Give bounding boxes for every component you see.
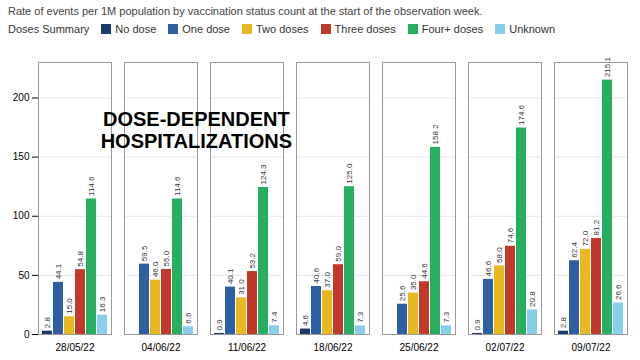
- svg-text:72.0: 72.0: [581, 230, 590, 246]
- svg-text:28/05/22: 28/05/22: [56, 342, 95, 353]
- svg-text:50: 50: [18, 270, 30, 281]
- svg-text:200: 200: [13, 92, 30, 103]
- svg-text:11/06/22: 11/06/22: [228, 342, 267, 353]
- html-text:Doses Summary: Doses Summary: [8, 23, 90, 35]
- svg-text:54.8: 54.8: [76, 251, 85, 267]
- svg-text:59.5: 59.5: [140, 245, 149, 261]
- svg-text:0.9: 0.9: [473, 319, 482, 331]
- svg-text:158.2: 158.2: [431, 124, 440, 145]
- svg-text:02/07/22: 02/07/22: [486, 342, 525, 353]
- html-text:No dose: No dose: [115, 23, 157, 35]
- svg-text:26.6: 26.6: [614, 284, 623, 300]
- svg-text:58.0: 58.0: [495, 247, 504, 263]
- svg-text:55.0: 55.0: [162, 250, 171, 266]
- svg-text:215.1: 215.1: [603, 57, 612, 78]
- svg-text:7.4: 7.4: [270, 311, 279, 323]
- svg-text:62.4: 62.4: [570, 242, 579, 258]
- svg-text:37.0: 37.0: [323, 272, 332, 288]
- svg-text:31.0: 31.0: [237, 279, 246, 295]
- svg-text:46.0: 46.0: [151, 261, 160, 277]
- svg-text:124.3: 124.3: [259, 164, 268, 185]
- svg-text:25.6: 25.6: [398, 285, 407, 301]
- svg-text:40.6: 40.6: [312, 267, 321, 283]
- svg-text:7.3: 7.3: [442, 311, 451, 323]
- svg-text:0.9: 0.9: [215, 319, 224, 331]
- svg-text:25/06/22: 25/06/22: [400, 342, 439, 353]
- svg-text:53.2: 53.2: [248, 252, 257, 268]
- svg-text:15.0: 15.0: [65, 298, 74, 314]
- svg-text:04/06/22: 04/06/22: [142, 342, 181, 353]
- svg-text:40.1: 40.1: [226, 268, 235, 284]
- svg-text:44.1: 44.1: [54, 263, 63, 279]
- svg-text:125.0: 125.0: [345, 163, 354, 184]
- svg-text:100: 100: [13, 210, 30, 221]
- svg-text:4.6: 4.6: [301, 314, 310, 326]
- svg-text:59.0: 59.0: [334, 246, 343, 262]
- html-text:HOSPITALIZATIONS: HOSPITALIZATIONS: [100, 130, 293, 152]
- svg-text:174.6: 174.6: [517, 104, 526, 125]
- svg-text:2.8: 2.8: [43, 317, 52, 329]
- svg-text:46.6: 46.6: [484, 260, 493, 276]
- svg-text:44.6: 44.6: [420, 263, 429, 279]
- html-text:DOSE-DEPENDENT: DOSE-DEPENDENT: [103, 108, 290, 130]
- svg-text:114.6: 114.6: [87, 176, 96, 196]
- html-text:Two doses: Two doses: [256, 23, 309, 35]
- svg-text:0: 0: [24, 329, 30, 340]
- svg-text:74.6: 74.6: [506, 227, 515, 243]
- html-text:Unknown: Unknown: [509, 23, 555, 35]
- html-text:Four+ doses: Four+ doses: [421, 23, 484, 35]
- html-text:Three doses: Three doses: [334, 23, 396, 35]
- svg-text:20.8: 20.8: [528, 291, 537, 307]
- html-text:One dose: One dose: [182, 23, 230, 35]
- svg-text:35.0: 35.0: [409, 274, 418, 290]
- svg-text:150: 150: [13, 151, 30, 162]
- svg-text:2.8: 2.8: [559, 317, 568, 329]
- svg-text:6.6: 6.6: [184, 312, 193, 324]
- svg-text:16.3: 16.3: [98, 296, 107, 312]
- svg-text:18/06/22: 18/06/22: [314, 342, 353, 353]
- svg-text:09/07/22: 09/07/22: [572, 342, 611, 353]
- html-text:Rate of events per 1M populati: Rate of events per 1M population by vacc…: [8, 5, 483, 17]
- svg-text:114.6: 114.6: [173, 176, 182, 196]
- svg-text:7.3: 7.3: [356, 311, 365, 323]
- svg-text:81.2: 81.2: [592, 219, 601, 235]
